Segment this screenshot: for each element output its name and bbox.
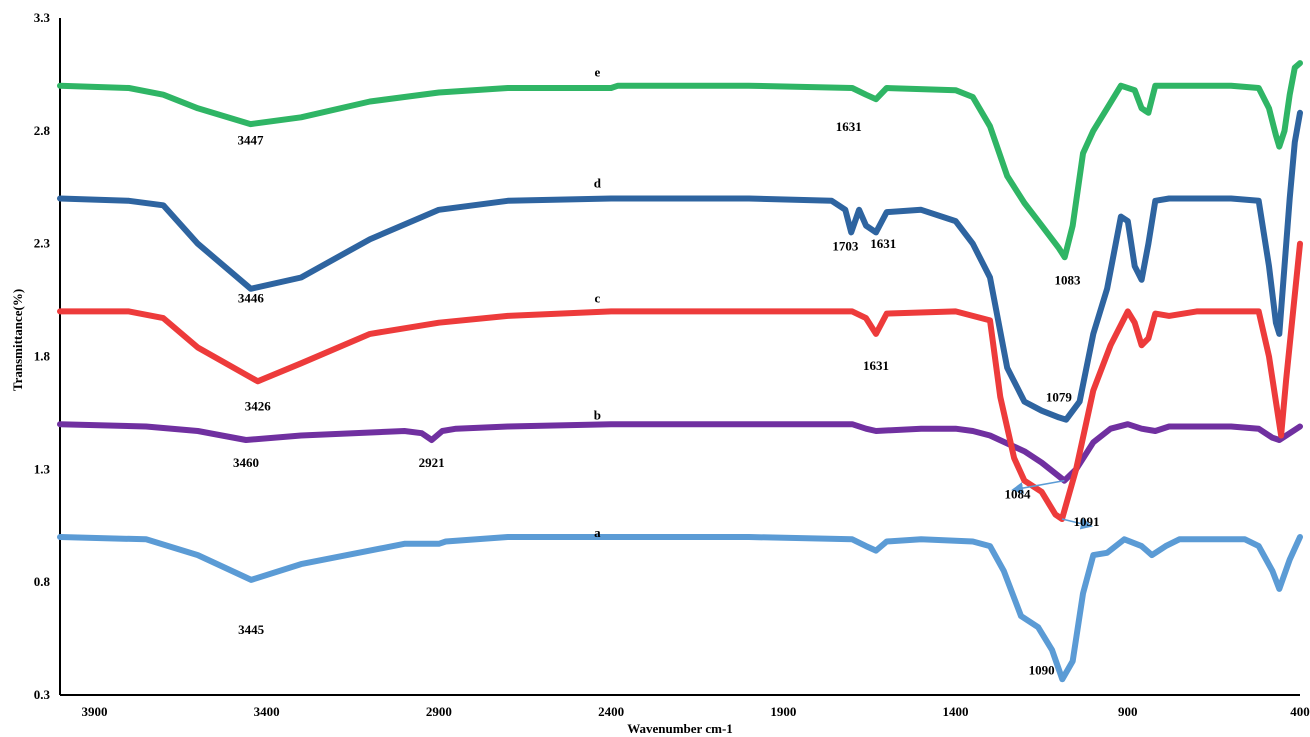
peak-label: 1091: [1073, 514, 1099, 529]
y-tick-label: 1.3: [34, 461, 51, 476]
peak-label: 1079: [1046, 390, 1073, 405]
y-tick-label: 2.8: [34, 123, 51, 138]
peak-label: 3426: [245, 399, 272, 414]
series-label-d: d: [594, 175, 602, 190]
peak-label: 1083: [1055, 272, 1082, 287]
peak-label: 3445: [238, 622, 265, 637]
peak-labels: 3445 1090 3460 2921 1084 1091 3426 1631 1079 3446…: [233, 119, 1099, 678]
annotation-arrow: [1011, 479, 1065, 494]
series-label-a: a: [594, 525, 601, 540]
series-label-e: e: [594, 65, 600, 80]
x-tick-label: 1900: [770, 704, 796, 719]
peak-label: 3446: [238, 290, 265, 305]
x-tick-label: 400: [1290, 704, 1310, 719]
tick-labels: 3900 3400 2900 2400 1900 1400 900 400 0.3 0.8 1.3 1…: [34, 10, 1310, 719]
peak-label: 1631: [870, 236, 896, 251]
series-layer: [57, 60, 1303, 683]
peak-label: 1631: [863, 358, 889, 373]
peak-label: 1090: [1029, 663, 1055, 678]
peak-label: 3460: [233, 455, 259, 470]
peak-label: 3447: [237, 132, 264, 147]
x-axis-title: Wavenumber cm-1: [627, 721, 733, 736]
series-label-b: b: [594, 408, 601, 423]
peak-label: 1703: [832, 238, 859, 253]
y-tick-label: 2.3: [34, 236, 51, 251]
series-line-a: [57, 534, 1303, 683]
x-tick-label: 2900: [426, 704, 452, 719]
y-axis-title: Transmittance(%): [10, 289, 25, 391]
x-tick-label: 2400: [598, 704, 624, 719]
peak-label: 1631: [836, 119, 862, 134]
peak-label: 1084: [1005, 487, 1032, 502]
peak-label: 2921: [419, 455, 445, 470]
y-tick-label: 3.3: [34, 10, 51, 25]
series-line-d: [57, 109, 1303, 423]
series-line-e: [57, 60, 1303, 261]
y-tick-label: 1.8: [34, 349, 51, 364]
series-line-b: [57, 421, 1303, 484]
series-labels: a b c d e: [594, 65, 602, 540]
x-tick-label: 3900: [81, 704, 107, 719]
series-label-c: c: [594, 290, 600, 305]
annotation-arrow: [1061, 517, 1093, 530]
x-tick-label: 900: [1118, 704, 1138, 719]
y-tick-label: 0.3: [34, 687, 51, 702]
plot-area: [59, 18, 1300, 696]
annotation-arrows: [1011, 479, 1093, 530]
x-tick-label: 3400: [254, 704, 280, 719]
y-tick-label: 0.8: [34, 574, 51, 589]
x-tick-label: 1400: [943, 704, 969, 719]
